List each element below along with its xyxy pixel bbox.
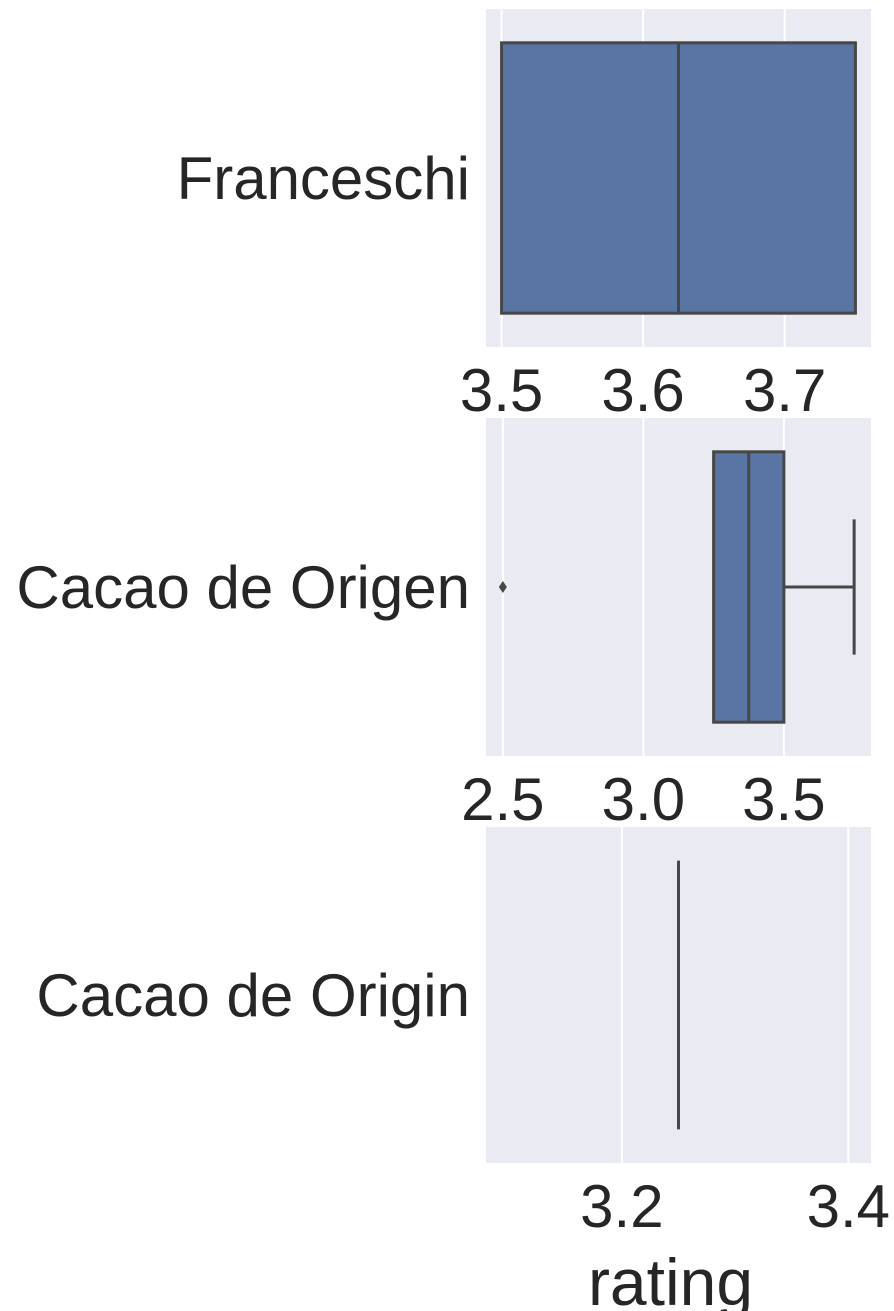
x-tick-label: 3.5 <box>460 357 543 424</box>
x-tick-label: 3.0 <box>602 766 685 833</box>
category-label: Cacao de Origin <box>36 962 470 1029</box>
x-axis-label: rating <box>588 1245 753 1311</box>
x-tick-label: 3.7 <box>743 357 826 424</box>
x-tick-label: 3.5 <box>742 766 825 833</box>
x-tick-label: 3.2 <box>580 1173 663 1240</box>
category-label: Cacao de Origen <box>16 554 470 621</box>
outlier-point <box>498 581 507 593</box>
x-tick-label: 3.6 <box>601 357 684 424</box>
x-tick-label: 2.5 <box>461 766 544 833</box>
category-label: Franceschi <box>177 145 470 212</box>
x-tick-label: 3.4 <box>807 1173 890 1240</box>
